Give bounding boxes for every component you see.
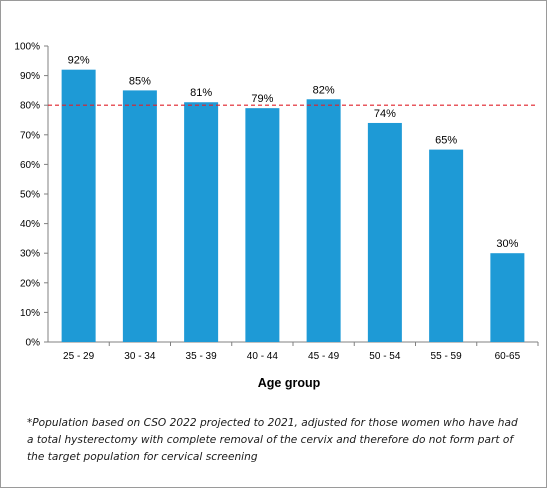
- data-label: 79%: [251, 93, 273, 105]
- data-label: 74%: [374, 108, 396, 120]
- bar: [490, 253, 525, 342]
- bar-chart: 0% 10% 20% 30% 40% 50% 60% 70% 80% 90% 100% 92% 85%…: [14, 42, 539, 390]
- bar: [184, 102, 219, 343]
- x-axis-ticks: 25 - 29 30 - 34 35 - 39 40 - 44 45 - 49 50 - …: [63, 342, 539, 362]
- y-tick-label: 100%: [14, 42, 40, 53]
- y-tick-label: 20%: [20, 278, 40, 289]
- data-label: 85%: [129, 75, 151, 87]
- bar: [429, 149, 464, 342]
- x-tick-label: 45 - 49: [308, 351, 340, 362]
- x-tick-label: 25 - 29: [63, 351, 95, 362]
- y-tick-label: 0%: [26, 338, 41, 349]
- y-tick-label: 10%: [20, 308, 40, 319]
- data-label: 92%: [68, 55, 90, 67]
- footnote: *Population based on CSO 2022 projected …: [27, 417, 518, 463]
- data-labels: 92% 85% 81% 79% 82% 74% 65% 30%: [68, 55, 519, 251]
- bar: [61, 69, 96, 343]
- data-label: 65%: [435, 135, 457, 147]
- x-tick-label: 50 - 54: [369, 351, 401, 362]
- y-tick-label: 30%: [20, 249, 40, 260]
- x-tick-label: 40 - 44: [247, 351, 279, 362]
- bars: [61, 69, 525, 343]
- x-tick-label: 30 - 34: [124, 351, 156, 362]
- y-tick-label: 70%: [20, 130, 40, 141]
- y-tick-label: 50%: [20, 190, 40, 201]
- y-axis-ticks: 0% 10% 20% 30% 40% 50% 60% 70% 80% 90% 100%: [14, 42, 48, 349]
- bar: [306, 99, 341, 342]
- bar: [245, 108, 280, 342]
- y-tick-label: 40%: [20, 219, 40, 230]
- x-axis-title: Age group: [258, 376, 321, 390]
- y-tick-label: 60%: [20, 160, 40, 171]
- x-tick-label: 60-65: [495, 351, 521, 362]
- y-tick-label: 90%: [20, 71, 40, 82]
- y-tick-label: 80%: [20, 101, 40, 112]
- bar: [367, 122, 402, 343]
- x-tick-label: 35 - 39: [186, 351, 218, 362]
- bar: [122, 90, 157, 343]
- data-label: 81%: [190, 87, 212, 99]
- data-label: 30%: [496, 238, 518, 250]
- x-tick-label: 55 - 59: [431, 351, 463, 362]
- data-label: 82%: [313, 84, 335, 96]
